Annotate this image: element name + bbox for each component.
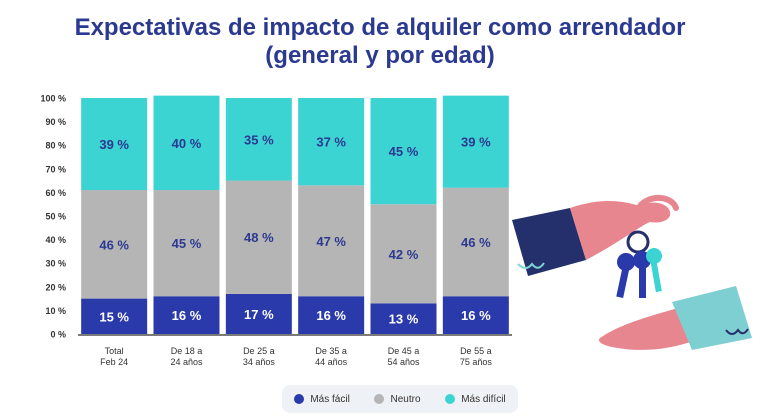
- bar-segment: [153, 95, 220, 191]
- x-tick-label: De 35 a: [315, 346, 347, 356]
- legend-item-mas-facil: Más fácil: [294, 393, 350, 405]
- y-tick-label: 20 %: [45, 282, 66, 292]
- data-label: 16 %: [172, 308, 202, 323]
- y-tick-label: 80 %: [45, 141, 66, 151]
- y-tick-label: 100 %: [40, 94, 66, 104]
- x-tick-label: 34 años: [243, 357, 276, 367]
- data-label: 13 %: [389, 312, 419, 327]
- data-label: 48 %: [244, 230, 274, 245]
- y-tick-label: 90 %: [45, 117, 66, 127]
- bar-segment: [298, 296, 365, 334]
- title-line-1: Expectativas de impacto de alquiler como…: [74, 14, 686, 41]
- y-tick-label: 70 %: [45, 164, 66, 174]
- y-tick-label: 50 %: [45, 212, 66, 222]
- legend-label-mas-facil: Más fácil: [310, 393, 350, 405]
- bar-segment: [370, 204, 437, 304]
- y-tick-label: 40 %: [45, 235, 66, 245]
- legend-label-neutro: Neutro: [390, 393, 421, 405]
- hands-keys-illustration: [512, 195, 752, 350]
- upper-hand: [570, 201, 671, 260]
- keys-icon: [616, 248, 662, 299]
- bar-segment: [153, 296, 220, 334]
- data-label: 40 %: [172, 136, 202, 151]
- legend-label-mas-dificil: Más difícil: [461, 393, 506, 405]
- bar-segment: [442, 187, 509, 297]
- x-tick-label: 54 años: [387, 357, 420, 367]
- y-tick-label: 10 %: [45, 306, 66, 316]
- legend-swatch-neutro: [374, 394, 385, 404]
- y-tick-label: 60 %: [45, 188, 66, 198]
- data-label: 37 %: [316, 135, 346, 150]
- legend-item-mas-dificil: Más difícil: [445, 393, 506, 405]
- chart-title: Expectativas de impacto de alquiler como…: [60, 14, 700, 70]
- bar-segment: [225, 98, 292, 181]
- data-label: 15 %: [99, 309, 129, 324]
- bar-segment: [153, 190, 220, 297]
- data-label: 45 %: [389, 144, 419, 159]
- data-label: 17 %: [244, 307, 274, 322]
- legend-item-neutro: Neutro: [374, 393, 421, 405]
- x-tick-label: De 25 a: [243, 346, 275, 356]
- x-tick-label: De 55 a: [460, 346, 492, 356]
- data-label: 16 %: [316, 308, 346, 323]
- data-label: 39 %: [461, 135, 491, 150]
- title-line-2: (general y por edad): [265, 42, 495, 69]
- y-tick-label: 0 %: [50, 330, 66, 340]
- x-tick-label: 24 años: [170, 357, 203, 367]
- bar-segment: [370, 303, 437, 334]
- bar-segment: [81, 190, 148, 299]
- y-tick-label: 30 %: [45, 259, 66, 269]
- bar-segment: [81, 298, 148, 334]
- x-tick-label: De 18 a: [171, 346, 203, 356]
- chart-legend: Más fácil Neutro Más difícil: [282, 385, 518, 413]
- x-tick-label: De 45 a: [388, 346, 420, 356]
- data-label: 45 %: [172, 236, 202, 251]
- bar-segment: [298, 185, 365, 297]
- data-label: 35 %: [244, 132, 274, 147]
- x-tick-label: Feb 24: [100, 357, 128, 367]
- upper-sleeve: [512, 208, 586, 276]
- legend-swatch-mas-facil: [294, 394, 305, 404]
- bar-segment: [225, 180, 292, 294]
- bar-segment: [370, 98, 437, 205]
- bar-segment: [298, 98, 365, 186]
- bar-segment: [442, 95, 509, 188]
- x-tick-label: 75 años: [460, 357, 493, 367]
- data-label: 39 %: [99, 137, 129, 152]
- bar-segment: [225, 293, 292, 334]
- data-label: 42 %: [389, 247, 419, 262]
- lower-hand: [598, 308, 696, 350]
- data-label: 47 %: [316, 234, 346, 249]
- data-label: 46 %: [99, 237, 129, 252]
- data-label: 46 %: [461, 235, 491, 250]
- bar-segment: [81, 98, 148, 191]
- bar-segment: [442, 296, 509, 334]
- x-tick-label: 44 años: [315, 357, 348, 367]
- key-ring: [626, 230, 650, 254]
- legend-swatch-mas-dificil: [445, 394, 456, 404]
- x-tick-label: Total: [105, 346, 124, 356]
- data-label: 16 %: [461, 308, 491, 323]
